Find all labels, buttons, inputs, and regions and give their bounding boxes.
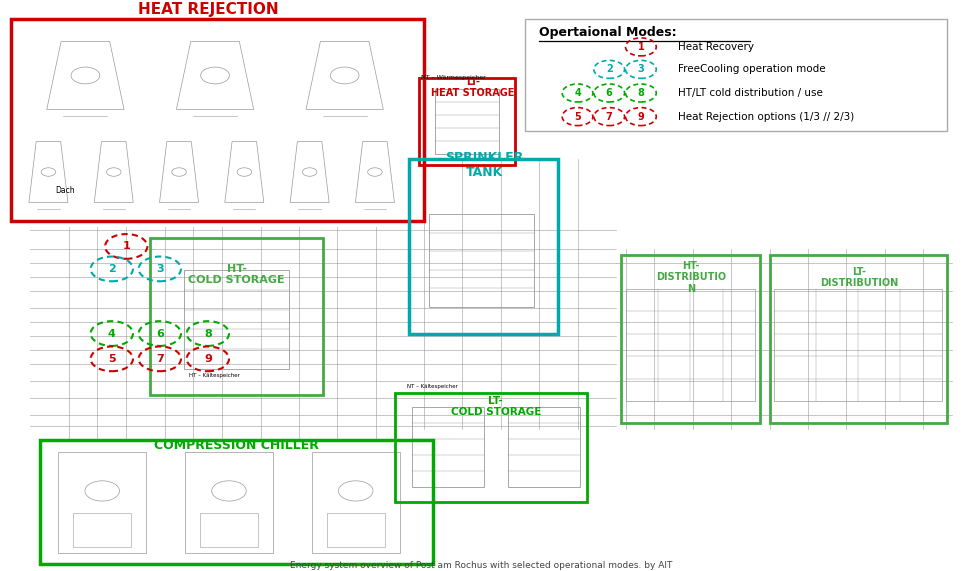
Text: HT-
DISTRIBUTIO
N: HT- DISTRIBUTIO N [656, 261, 726, 294]
Text: Heat Rejection options (1/3 // 2/3): Heat Rejection options (1/3 // 2/3) [678, 111, 854, 122]
Text: COMPRESSION CHILLER: COMPRESSION CHILLER [154, 440, 319, 452]
Text: 8: 8 [638, 88, 644, 98]
Bar [409, 159, 559, 333]
Text: Heat Recovery: Heat Recovery [678, 42, 754, 52]
Bar [508, 407, 581, 488]
Bar [626, 288, 755, 401]
Text: 9: 9 [204, 354, 212, 364]
Text: 4: 4 [108, 328, 116, 339]
Text: SPRINKLER
TANK: SPRINKLER TANK [445, 151, 524, 179]
Text: LT-
COLD STORAGE: LT- COLD STORAGE [451, 396, 541, 417]
Bar [419, 78, 515, 165]
Bar [184, 271, 289, 369]
Text: Energy system overview of Post am Rochus with selected operational modes. by AIT: Energy system overview of Post am Rochus… [290, 561, 673, 570]
Text: 1: 1 [122, 242, 130, 251]
Text: HT – Kältespeicher: HT – Kältespeicher [189, 373, 240, 378]
Text: 2: 2 [108, 264, 116, 274]
Text: Dach: Dach [55, 186, 75, 195]
Bar [185, 452, 273, 553]
Text: 1: 1 [638, 42, 644, 52]
Text: LT-
DISTRIBUTION: LT- DISTRIBUTION [820, 267, 898, 288]
Bar [58, 452, 146, 553]
Text: 7: 7 [156, 354, 164, 364]
Text: Opertaional Modes:: Opertaional Modes: [539, 26, 677, 39]
Bar [395, 393, 587, 502]
Bar [39, 440, 433, 564]
Text: 2: 2 [606, 65, 612, 74]
Text: 3: 3 [638, 65, 644, 74]
Text: HEAT REJECTION: HEAT REJECTION [138, 2, 278, 17]
Bar [73, 513, 131, 547]
Bar [200, 513, 258, 547]
Text: HT/LT cold distribution / use: HT/LT cold distribution / use [678, 88, 823, 98]
Bar [525, 19, 948, 131]
Text: 5: 5 [108, 354, 116, 364]
Bar [429, 214, 534, 307]
Bar [769, 255, 948, 424]
Bar [774, 288, 943, 401]
Bar [621, 255, 760, 424]
Text: 4: 4 [574, 88, 581, 98]
Text: 6: 6 [156, 328, 164, 339]
Text: 9: 9 [638, 111, 644, 122]
Text: 7: 7 [606, 111, 612, 122]
Text: NT – Kältespeicher: NT – Kältespeicher [406, 384, 457, 389]
Bar [326, 513, 384, 547]
Text: 5: 5 [574, 111, 581, 122]
Text: 8: 8 [204, 328, 212, 339]
Text: NT – Wärmespeicher: NT – Wärmespeicher [421, 75, 485, 80]
Text: HT-
COLD STORAGE: HT- COLD STORAGE [189, 264, 285, 286]
Text: 6: 6 [606, 88, 612, 98]
Bar [435, 89, 500, 154]
Text: LT-
HEAT STORAGE: LT- HEAT STORAGE [431, 77, 514, 98]
Bar [11, 19, 424, 221]
Bar [411, 407, 484, 488]
Bar [150, 238, 323, 395]
Bar [312, 452, 400, 553]
Text: 3: 3 [156, 264, 164, 274]
Text: FreeCooling operation mode: FreeCooling operation mode [678, 65, 826, 74]
